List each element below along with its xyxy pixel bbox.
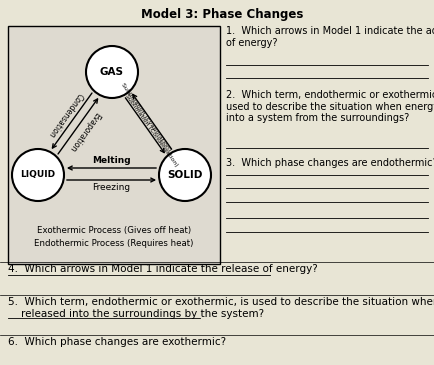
Text: Sublimation (Condensation): Sublimation (Condensation) bbox=[124, 93, 179, 167]
Text: Melting: Melting bbox=[92, 156, 131, 165]
Text: Evaporation: Evaporation bbox=[67, 110, 102, 153]
Text: SOLID: SOLID bbox=[168, 170, 203, 180]
Text: 1.  Which arrows in Model 1 indicate the addition
of energy?: 1. Which arrows in Model 1 indicate the … bbox=[226, 26, 434, 47]
Circle shape bbox=[159, 149, 211, 201]
Text: GAS: GAS bbox=[100, 67, 124, 77]
Text: LIQUID: LIQUID bbox=[20, 170, 56, 180]
Text: Endothermic Process (Requires heat): Endothermic Process (Requires heat) bbox=[34, 239, 194, 248]
Text: 5.  Which term, endothermic or exothermic, is used to describe the situation whe: 5. Which term, endothermic or exothermic… bbox=[8, 297, 434, 319]
Text: 2.  Which term, endothermic or exothermic, is
used to describe the situation whe: 2. Which term, endothermic or exothermic… bbox=[226, 90, 434, 123]
Text: 6.  Which phase changes are exothermic?: 6. Which phase changes are exothermic? bbox=[8, 337, 226, 347]
Text: Freezing: Freezing bbox=[92, 183, 131, 192]
Circle shape bbox=[12, 149, 64, 201]
Circle shape bbox=[86, 46, 138, 98]
Text: 4.  Which arrows in Model 1 indicate the release of energy?: 4. Which arrows in Model 1 indicate the … bbox=[8, 264, 318, 274]
Text: Exothermic Process (Gives off heat): Exothermic Process (Gives off heat) bbox=[37, 226, 191, 235]
Text: Sublimation (Evaporation): Sublimation (Evaporation) bbox=[120, 82, 171, 152]
Text: Model 3: Phase Changes: Model 3: Phase Changes bbox=[141, 8, 303, 21]
Text: Condensation: Condensation bbox=[47, 91, 85, 139]
Text: 3.  Which phase changes are endothermic?: 3. Which phase changes are endothermic? bbox=[226, 158, 434, 168]
FancyBboxPatch shape bbox=[8, 26, 220, 264]
